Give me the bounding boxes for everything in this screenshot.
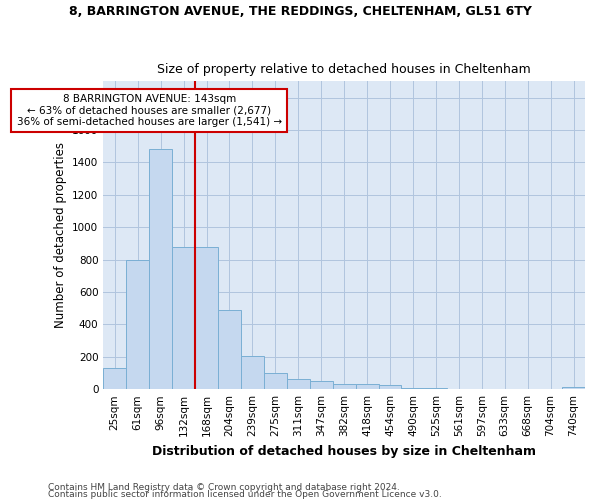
Bar	[103, 368, 126, 389]
Bar	[172, 246, 195, 389]
Bar	[562, 387, 585, 389]
Bar	[424, 388, 448, 389]
Y-axis label: Number of detached properties: Number of detached properties	[53, 142, 67, 328]
Text: Contains public sector information licensed under the Open Government Licence v3: Contains public sector information licen…	[48, 490, 442, 499]
Bar	[195, 246, 218, 389]
Bar	[310, 381, 332, 389]
Bar	[264, 373, 287, 389]
Bar	[356, 384, 379, 389]
Bar	[332, 384, 356, 389]
Bar	[149, 150, 172, 389]
Text: 8 BARRINGTON AVENUE: 143sqm
← 63% of detached houses are smaller (2,677)
36% of : 8 BARRINGTON AVENUE: 143sqm ← 63% of det…	[17, 94, 282, 127]
Title: Size of property relative to detached houses in Cheltenham: Size of property relative to detached ho…	[157, 63, 531, 76]
Bar	[379, 385, 401, 389]
Bar	[126, 260, 149, 389]
Bar	[401, 388, 424, 389]
Text: Contains HM Land Registry data © Crown copyright and database right 2024.: Contains HM Land Registry data © Crown c…	[48, 484, 400, 492]
Bar	[218, 310, 241, 389]
Bar	[287, 378, 310, 389]
Text: 8, BARRINGTON AVENUE, THE REDDINGS, CHELTENHAM, GL51 6TY: 8, BARRINGTON AVENUE, THE REDDINGS, CHEL…	[68, 5, 532, 18]
X-axis label: Distribution of detached houses by size in Cheltenham: Distribution of detached houses by size …	[152, 444, 536, 458]
Bar	[241, 356, 264, 389]
